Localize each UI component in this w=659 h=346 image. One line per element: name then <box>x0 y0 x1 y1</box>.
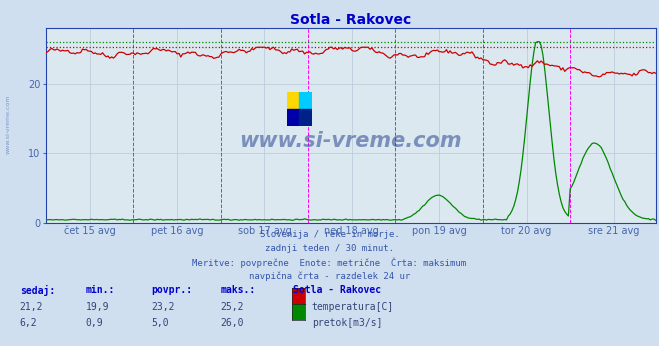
Text: 0,9: 0,9 <box>86 318 103 328</box>
Text: 19,9: 19,9 <box>86 302 109 312</box>
Text: Slovenija / reke in morje.: Slovenija / reke in morje. <box>260 230 399 239</box>
Text: povpr.:: povpr.: <box>152 285 192 295</box>
Text: maks.:: maks.: <box>221 285 256 295</box>
Text: 6,2: 6,2 <box>20 318 38 328</box>
Text: 26,0: 26,0 <box>221 318 244 328</box>
Bar <box>299 109 312 126</box>
Bar <box>287 109 299 126</box>
Text: min.:: min.: <box>86 285 115 295</box>
Text: Meritve: povprečne  Enote: metrične  Črta: maksimum: Meritve: povprečne Enote: metrične Črta:… <box>192 258 467 268</box>
Text: sedaj:: sedaj: <box>20 285 55 297</box>
Bar <box>299 92 312 109</box>
Bar <box>287 92 299 109</box>
Text: Sotla - Rakovec: Sotla - Rakovec <box>293 285 382 295</box>
Text: 21,2: 21,2 <box>20 302 43 312</box>
Text: www.si-vreme.com: www.si-vreme.com <box>5 95 11 154</box>
Title: Sotla - Rakovec: Sotla - Rakovec <box>291 12 411 27</box>
Text: navpična črta - razdelek 24 ur: navpična črta - razdelek 24 ur <box>249 272 410 281</box>
Text: zadnji teden / 30 minut.: zadnji teden / 30 minut. <box>265 244 394 253</box>
Text: temperatura[C]: temperatura[C] <box>312 302 394 312</box>
Text: 5,0: 5,0 <box>152 318 169 328</box>
Text: www.si-vreme.com: www.si-vreme.com <box>240 131 462 151</box>
Text: 23,2: 23,2 <box>152 302 175 312</box>
Text: 25,2: 25,2 <box>221 302 244 312</box>
Text: pretok[m3/s]: pretok[m3/s] <box>312 318 382 328</box>
